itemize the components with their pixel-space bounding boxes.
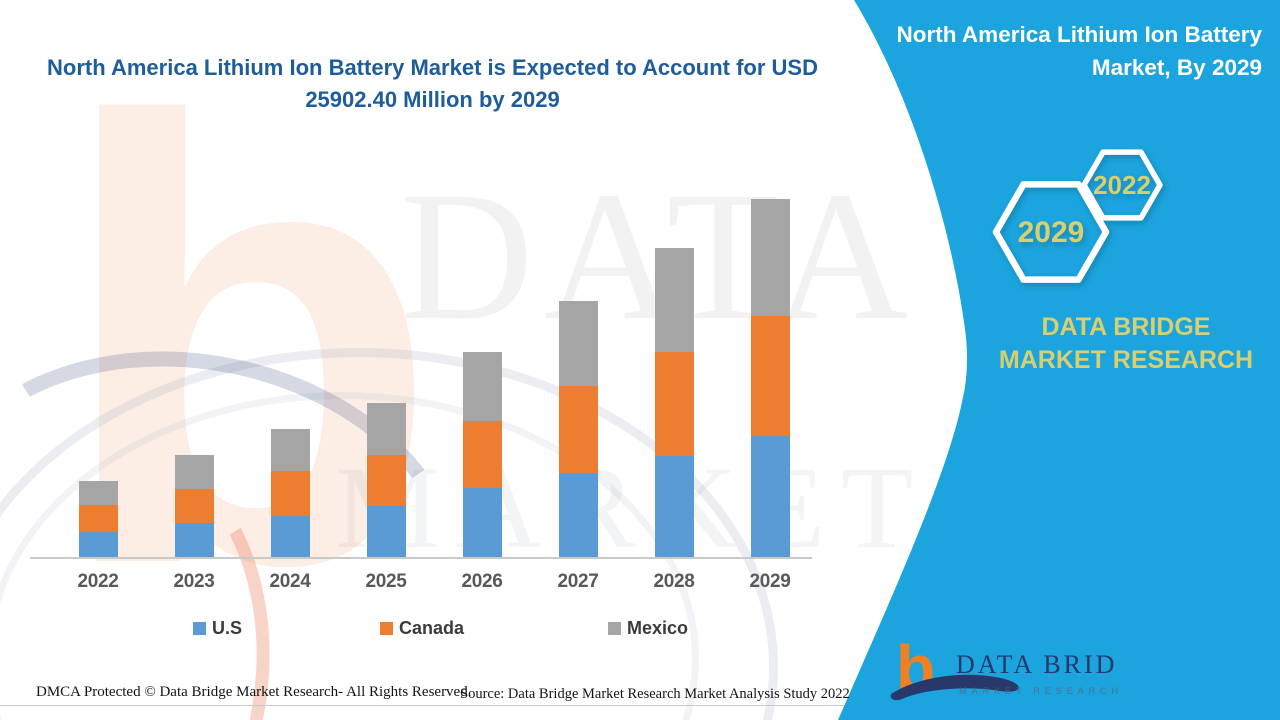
bar-segment-2023-mexico [174,454,214,490]
hexagon-2029-label: 2029 [1018,216,1085,249]
bar-segment-2024-us [270,515,310,557]
x-axis-label-2025: 2025 [365,571,407,592]
bar-segment-2025-us [366,505,406,557]
legend-marker [193,622,206,635]
bar-segment-2026-canada [462,420,502,488]
footer-dmca-text: DMCA Protected © Data Bridge Market Rese… [36,684,472,700]
bar-segment-2022-canada [78,505,118,533]
panel-brand-text: DATA BRIDGE MARKET RESEARCH [998,313,1254,374]
bar-segment-2022-us [78,532,118,557]
bar-column-2022 [50,190,146,557]
chart-title-line1: North America Lithium Ion Battery Market… [47,55,818,80]
hexagon-2022 [1081,149,1163,221]
bar-segment-2027-mexico [558,300,598,387]
legend-item-us: U.S [193,618,242,639]
x-axis-labels: 2022 2023 2024 2025 2026 2027 2028 2029 [50,571,818,593]
footer-divider [0,705,900,706]
footer-source-text: Source: Data Bridge Market Research Mark… [460,686,850,702]
stacked-bar-2024 [270,429,310,557]
legend-marker [380,622,393,635]
stacked-bar-2029 [750,199,790,557]
data-bridge-logo: b DATA BRIDGE MARKET RESEARCH [890,632,1118,704]
x-axis-label-2028: 2028 [653,571,695,592]
stacked-bar-2023 [174,454,214,557]
bar-segment-2029-mexico [750,199,790,316]
chart-title-line2: 25902.40 Million by 2029 [305,86,560,112]
hexagon-badges: 2029 2022 [992,149,1163,283]
bar-column-2025 [338,190,434,557]
bar-column-2024 [242,190,338,557]
bar-column-2029 [722,190,818,557]
legend-label: Mexico [627,618,689,638]
bar-segment-2028-canada [654,351,694,456]
logo-swoosh [890,674,1019,701]
bar-segment-2026-us [462,487,502,557]
x-axis-label-2023: 2023 [173,571,215,592]
bar-segment-2024-canada [270,470,310,516]
hexagon-2029 [992,181,1110,283]
bar-segment-2025-canada [366,455,406,506]
legend-item-canada: Canada [380,618,464,639]
bar-segment-2028-mexico [654,248,694,352]
logo-name-text: DATA BRIDGE [956,650,1118,679]
legend-item-mexico: Mexico [608,618,688,639]
bar-segment-2023-us [174,523,214,557]
bar-segment-2027-canada [558,386,598,473]
legend-label: Canada [399,618,465,638]
bar-segment-2028-us [654,455,694,557]
bar-column-2027 [530,190,626,557]
x-axis-label-2022: 2022 [77,571,119,592]
legend-marker [608,622,621,635]
stacked-bar-2022 [78,481,118,557]
bar-segment-2022-mexico [78,481,118,506]
bar-segment-2025-mexico [366,403,406,456]
stacked-bar-2026 [462,351,502,557]
logo-tagline-text: MARKET RESEARCH [959,686,1118,697]
x-axis-label-2024: 2024 [269,571,311,592]
x-axis-label-2029: 2029 [749,571,791,592]
brand-panel-shape [838,0,1280,720]
legend-label: U.S [212,618,243,638]
chart-bars [50,190,818,557]
x-axis-label-2026: 2026 [461,571,503,592]
bar-segment-2029-us [750,436,790,557]
hexagon-2022-label: 2022 [1093,170,1151,200]
bar-segment-2023-canada [174,489,214,524]
bar-segment-2024-mexico [270,429,310,471]
bar-column-2028 [626,190,722,557]
stacked-bar-2028 [654,248,694,557]
stacked-bar-2025 [366,403,406,557]
panel-title: North America Lithium Ion Battery Market… [896,22,1262,81]
chart-title: North America Lithium Ion Battery Market… [25,52,840,116]
bar-column-2023 [146,190,242,557]
bar-column-2026 [434,190,530,557]
bar-segment-2027-us [558,473,598,557]
stacked-bar-2027 [558,300,598,557]
chart-legend: U.S Canada Mexico [0,618,860,640]
bar-segment-2026-mexico [462,351,502,421]
x-axis-label-2027: 2027 [557,571,599,592]
x-axis-line [30,557,812,559]
bar-segment-2029-canada [750,315,790,437]
